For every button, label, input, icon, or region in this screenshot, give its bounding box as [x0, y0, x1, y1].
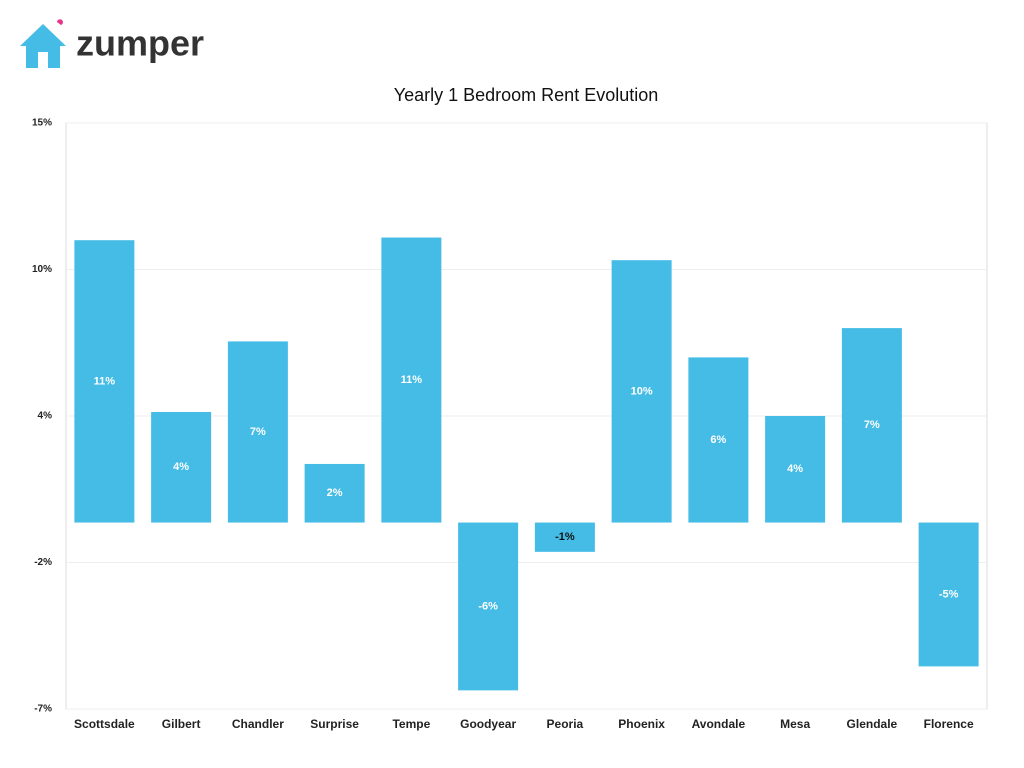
x-tick-label: Tempe: [392, 717, 430, 731]
value-label: 7%: [864, 419, 880, 431]
x-tick-label: Gilbert: [162, 717, 201, 731]
y-tick-label: -7%: [34, 704, 52, 715]
x-tick-label: Scottsdale: [74, 717, 135, 731]
bar: [534, 522, 595, 552]
chart-title: Yearly 1 Bedroom Rent Evolution: [394, 85, 659, 105]
x-tick-label: Avondale: [692, 717, 746, 731]
x-tick-label: Phoenix: [618, 717, 665, 731]
x-tick-label: Mesa: [780, 717, 810, 731]
bar: [688, 357, 749, 523]
y-tick-label: 10%: [32, 264, 52, 275]
value-label: 4%: [173, 461, 189, 473]
value-label: 11%: [401, 374, 423, 386]
bar: [841, 328, 902, 523]
bar: [304, 463, 365, 523]
value-label: 4%: [787, 463, 803, 475]
value-label: 11%: [94, 375, 116, 387]
y-tick-label: 4%: [38, 411, 53, 422]
x-tick-label: Goodyear: [460, 717, 516, 731]
value-label: 10%: [631, 385, 653, 397]
y-tick-label: 15%: [32, 118, 52, 129]
logo-text: zumper: [76, 23, 204, 64]
x-tick-label: Florence: [924, 717, 974, 731]
x-tick-label: Peoria: [547, 717, 584, 731]
bar: [611, 260, 672, 523]
bar: [381, 237, 442, 523]
bar: [918, 522, 979, 667]
bar: [765, 416, 826, 523]
value-label: 6%: [710, 434, 726, 446]
bar: [458, 522, 519, 691]
bar: [151, 412, 212, 523]
x-tick-label: Surprise: [310, 717, 359, 731]
value-label: -6%: [478, 600, 498, 612]
bar: [227, 341, 288, 523]
x-tick-label: Chandler: [232, 717, 284, 731]
value-label: -5%: [939, 588, 959, 600]
x-tick-label: Glendale: [847, 717, 898, 731]
value-label: 7%: [250, 426, 266, 438]
logo-icon: [20, 19, 66, 68]
value-label: -1%: [555, 531, 575, 543]
bar: [74, 240, 135, 523]
value-label: 2%: [327, 487, 343, 499]
y-tick-label: -2%: [34, 557, 52, 568]
